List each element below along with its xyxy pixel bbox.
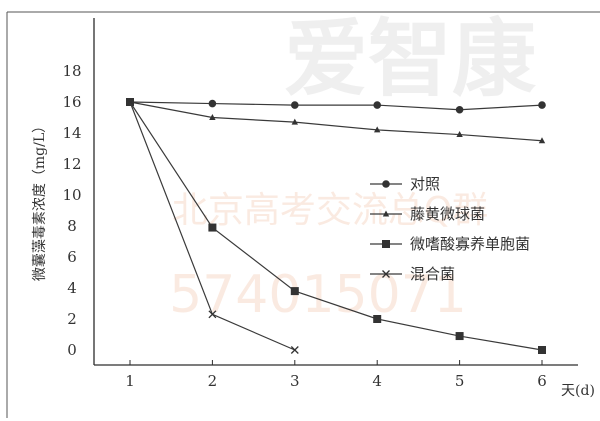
cross-stroke xyxy=(208,310,217,319)
series-line xyxy=(129,101,543,142)
data-point-triangle xyxy=(374,126,381,133)
data-point-square xyxy=(290,287,299,296)
legend-marker-circle xyxy=(382,180,390,188)
watermark-group-text: 北京高考交流总Q群 xyxy=(172,190,488,231)
data-point-circle xyxy=(208,99,217,108)
data-point-cross xyxy=(208,310,217,319)
data-point-circle xyxy=(373,101,382,109)
x-tick-label: 5 xyxy=(455,372,465,390)
y-tick-label: 12 xyxy=(62,155,81,173)
y-tick-label: 16 xyxy=(62,93,81,111)
x-axis-title: 天(d) xyxy=(561,383,595,399)
data-point-square xyxy=(208,223,217,232)
series-group xyxy=(126,98,546,354)
y-tick-label: 8 xyxy=(67,217,77,235)
x-tick-label: 6 xyxy=(537,372,547,390)
data-point-triangle xyxy=(209,114,216,120)
data-point-triangle xyxy=(538,137,546,144)
legend-marker-square xyxy=(382,240,390,248)
series-line xyxy=(129,101,543,351)
x-tick-label: 1 xyxy=(125,372,135,390)
data-point-cross xyxy=(290,346,299,354)
y-tick-label: 18 xyxy=(62,62,81,80)
figure-frame xyxy=(6,11,600,418)
legend-label: 微嗜酸寡养单胞菌 xyxy=(410,235,530,253)
data-point-triangle xyxy=(291,118,298,125)
legend-label: 对照 xyxy=(410,175,440,193)
legend-item: 对照 xyxy=(370,175,440,193)
x-tick-label: 3 xyxy=(290,372,300,390)
watermark-logo-text: 爱智康 xyxy=(284,10,536,108)
data-point-circle xyxy=(291,101,299,109)
series-cross xyxy=(126,98,299,354)
data-point-square xyxy=(455,332,464,341)
legend-item: 混合菌 xyxy=(370,265,455,283)
legend-label: 混合菌 xyxy=(410,265,455,283)
cross-stroke xyxy=(290,346,299,354)
y-tick-label: 2 xyxy=(67,310,77,328)
data-point-square xyxy=(373,315,382,323)
y-tick-label: 6 xyxy=(67,248,77,266)
cross-stroke xyxy=(382,270,390,278)
data-point-cross xyxy=(126,98,134,106)
legend-marker-triangle xyxy=(382,210,390,217)
series-line xyxy=(129,101,543,111)
y-tick-label: 4 xyxy=(67,279,77,297)
data-point-square xyxy=(538,346,546,354)
y-axis-title: 微囊藻毒素浓度（mg/L） xyxy=(31,119,48,281)
y-tick-label: 10 xyxy=(62,186,81,204)
x-tick-label: 2 xyxy=(208,372,218,390)
data-point-circle xyxy=(455,105,464,114)
data-point-triangle xyxy=(456,131,463,138)
y-tick-label: 14 xyxy=(62,124,81,142)
legend-item: 微嗜酸寡养单胞菌 xyxy=(370,235,530,253)
y-tick-label: 0 xyxy=(67,341,77,359)
legend-marker-cross xyxy=(382,270,390,278)
x-tick-label: 4 xyxy=(372,372,382,390)
watermark: 爱智康 北京高考交流总Q群 574015071 xyxy=(169,10,536,325)
data-point-circle xyxy=(538,101,546,109)
cross-stroke xyxy=(126,98,134,106)
watermark-number-text: 574015071 xyxy=(169,265,467,325)
legend-label: 藤黄微球菌 xyxy=(410,205,485,223)
legend-item: 藤黄微球菌 xyxy=(370,205,485,223)
